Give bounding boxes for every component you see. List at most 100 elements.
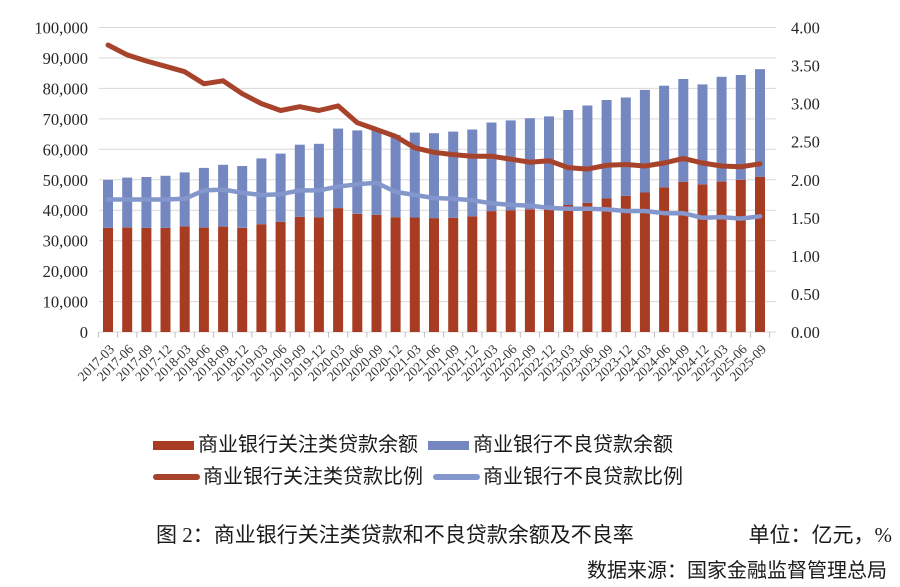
legend-item-npl-ratio: 商业银行不良贷款比例 <box>433 466 683 488</box>
bar-special-mention-balance <box>524 209 535 332</box>
bar-special-mention-balance <box>505 210 516 332</box>
bar-npl-balance <box>697 84 708 185</box>
bar-npl-balance <box>371 128 382 215</box>
bar-npl-balance <box>333 128 344 209</box>
bar-special-mention-balance <box>716 181 727 332</box>
left-axis-tick-label: 50,000 <box>43 171 88 190</box>
bar-special-mention-balance <box>639 192 650 332</box>
bar-special-mention-balance <box>333 208 344 332</box>
bar-special-mention-balance <box>620 195 631 332</box>
bar-special-mention-balance <box>313 217 324 332</box>
right-axis-tick-label: 1.00 <box>791 247 820 266</box>
right-axis-tick-label: 3.50 <box>791 57 820 76</box>
bar-npl-balance <box>122 177 133 228</box>
right-axis-tick-label: 0.00 <box>791 323 820 342</box>
right-axis-tick-label: 2.50 <box>791 133 820 152</box>
bar-special-mention-balance <box>122 227 133 332</box>
left-axis-tick-label: 30,000 <box>43 232 88 251</box>
bar-npl-balance <box>639 89 650 193</box>
bar-npl-balance <box>160 175 171 228</box>
bar-special-mention-balance <box>371 214 382 332</box>
bar-npl-balance <box>505 120 516 211</box>
unit-label: 单位：亿元，% <box>748 523 893 547</box>
bar-special-mention-balance <box>659 187 670 332</box>
bar-npl-balance <box>620 97 631 196</box>
bar-npl-balance <box>486 122 497 212</box>
bar-special-mention-balance <box>467 216 478 332</box>
bar-special-mention-balance <box>755 176 765 332</box>
bar-special-mention-balance <box>352 213 363 332</box>
bar-npl-balance <box>294 144 305 217</box>
bar-npl-balance <box>198 167 209 228</box>
left-axis-tick-label: 90,000 <box>43 49 88 68</box>
legend-item-npl-balance: 商业银行不良贷款余额 <box>428 434 673 456</box>
legend-label-npl-ratio: 商业银行不良贷款比例 <box>483 466 683 488</box>
bar-special-mention-balance <box>179 226 190 332</box>
bar-special-mention-balance <box>141 227 152 332</box>
legend-label-special-mention-balance: 商业银行关注类贷款余额 <box>198 434 418 456</box>
bar-npl-balance <box>352 130 363 214</box>
bar-special-mention-balance <box>429 218 439 332</box>
bar-npl-balance <box>755 69 765 177</box>
bar-special-mention-balance <box>448 217 459 332</box>
bar-npl-balance <box>141 177 152 228</box>
legend-bar-swatch-blue <box>428 440 469 450</box>
bar-special-mention-balance <box>409 217 420 332</box>
caption-row: 图 2：商业银行关注类贷款和不良贷款余额及不良率 单位：亿元，% <box>0 519 900 549</box>
bar-special-mention-balance <box>735 179 746 333</box>
bar-special-mention-balance <box>218 226 229 332</box>
bar-npl-balance <box>678 79 689 182</box>
legend-line-swatch-red <box>153 474 200 480</box>
legend-item-special-mention-ratio: 商业银行关注类贷款比例 <box>153 466 423 488</box>
bar-npl-balance <box>256 158 267 225</box>
bar-npl-balance <box>313 143 324 218</box>
bar-special-mention-balance <box>103 227 113 332</box>
bar-npl-balance <box>237 166 248 228</box>
legend-item-special-mention-balance: 商业银行关注类贷款余额 <box>153 434 418 456</box>
source-row: 数据来源：国家金融监督管理总局 <box>587 554 887 583</box>
legend-label-special-mention-ratio: 商业银行关注类贷款比例 <box>203 466 423 488</box>
left-axis-tick-label: 100,000 <box>34 19 88 38</box>
bar-special-mention-balance <box>486 211 497 332</box>
bar-npl-balance <box>275 153 286 222</box>
bar-special-mention-balance <box>697 184 708 332</box>
left-axis-tick-label: 20,000 <box>43 262 88 281</box>
legend-line-swatch-blue <box>433 474 480 480</box>
data-source: 数据来源：国家金融监督管理总局 <box>587 560 887 582</box>
bar-special-mention-balance <box>678 181 689 332</box>
left-axis-tick-label: 10,000 <box>43 293 88 312</box>
right-axis-tick-label: 2.00 <box>791 171 820 190</box>
bar-npl-balance <box>467 129 478 217</box>
bar-special-mention-balance <box>544 207 554 332</box>
bar-special-mention-balance <box>160 227 171 332</box>
bar-npl-balance <box>429 133 439 219</box>
bar-special-mention-balance <box>563 205 574 332</box>
bar-npl-balance <box>582 105 593 203</box>
right-axis-tick-label: 0.50 <box>791 285 820 304</box>
bar-npl-balance <box>390 135 401 218</box>
bar-special-mention-balance <box>294 216 305 332</box>
bar-npl-balance <box>409 132 420 218</box>
left-axis-tick-label: 70,000 <box>43 110 88 129</box>
line-special-mention-ratio <box>105 42 763 172</box>
bar-special-mention-balance <box>198 227 209 332</box>
bar-npl-balance <box>563 110 574 205</box>
legend-bar-swatch-red <box>153 440 194 450</box>
legend-label-npl-balance: 商业银行不良贷款余额 <box>473 434 673 456</box>
bar-special-mention-balance <box>390 217 401 332</box>
bar-special-mention-balance <box>275 221 286 332</box>
figure-caption: 图 2：商业银行关注类贷款和不良贷款余额及不良率 <box>156 523 634 547</box>
left-axis-tick-label: 0 <box>80 323 88 342</box>
chart-legend: 商业银行关注类贷款余额 商业银行不良贷款余额 商业银行关注类贷款比例 商业银行不… <box>153 434 693 498</box>
bar-npl-balance <box>218 164 229 227</box>
bar-special-mention-balance <box>582 202 593 332</box>
bar-npl-balance <box>716 76 727 182</box>
bar-special-mention-balance <box>256 224 267 332</box>
right-axis-tick-label: 1.50 <box>791 209 820 228</box>
combo-chart-canvas: 0 10,000 20,000 30,000 40,000 50,000 60,000 70,… <box>34 19 820 384</box>
bar-npl-balance <box>448 131 459 218</box>
left-axis-tick-label: 80,000 <box>43 79 88 98</box>
bar-npl-balance <box>103 179 113 228</box>
right-axis-tick-label: 4.00 <box>791 19 820 38</box>
